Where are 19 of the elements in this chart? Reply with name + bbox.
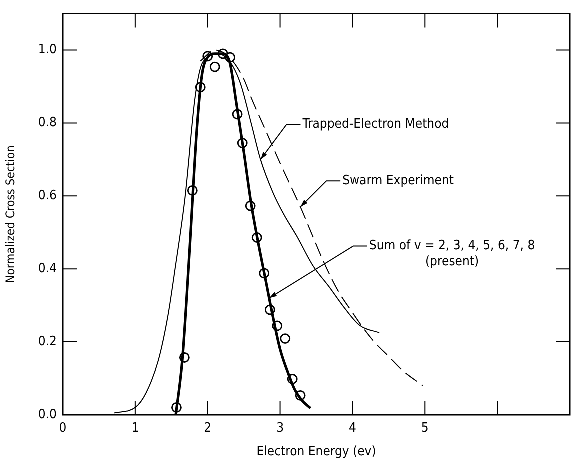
x-tick-label: 0: [59, 421, 67, 436]
y-axis-title: Normalized Cross Section: [3, 146, 18, 284]
y-tick-label: 0.0: [38, 407, 57, 422]
x-tick-label: 2: [204, 421, 212, 436]
annotation: Trapped-Electron Method: [302, 117, 450, 132]
x-tick-label: 1: [132, 421, 140, 436]
y-tick-label: 0.2: [38, 334, 57, 350]
y-tick-label: 0.4: [38, 261, 57, 276]
point: [280, 334, 291, 344]
annotation: Swarm Experiment: [342, 173, 454, 188]
x-tick-label: 5: [421, 421, 429, 436]
y-tick-label: 0.6: [38, 188, 57, 204]
x-axis-title: Electron Energy (ev): [256, 444, 376, 460]
point: [210, 62, 220, 72]
y-tick-label: 0.8: [38, 116, 57, 131]
annotation: Sum of v = 2, 3, 4, 5, 6, 7, 8 (present): [369, 238, 536, 270]
x-tick-label: 3: [276, 421, 284, 436]
y-tick-label: 1.0: [38, 42, 57, 58]
x-tick-label: 4: [348, 421, 356, 436]
